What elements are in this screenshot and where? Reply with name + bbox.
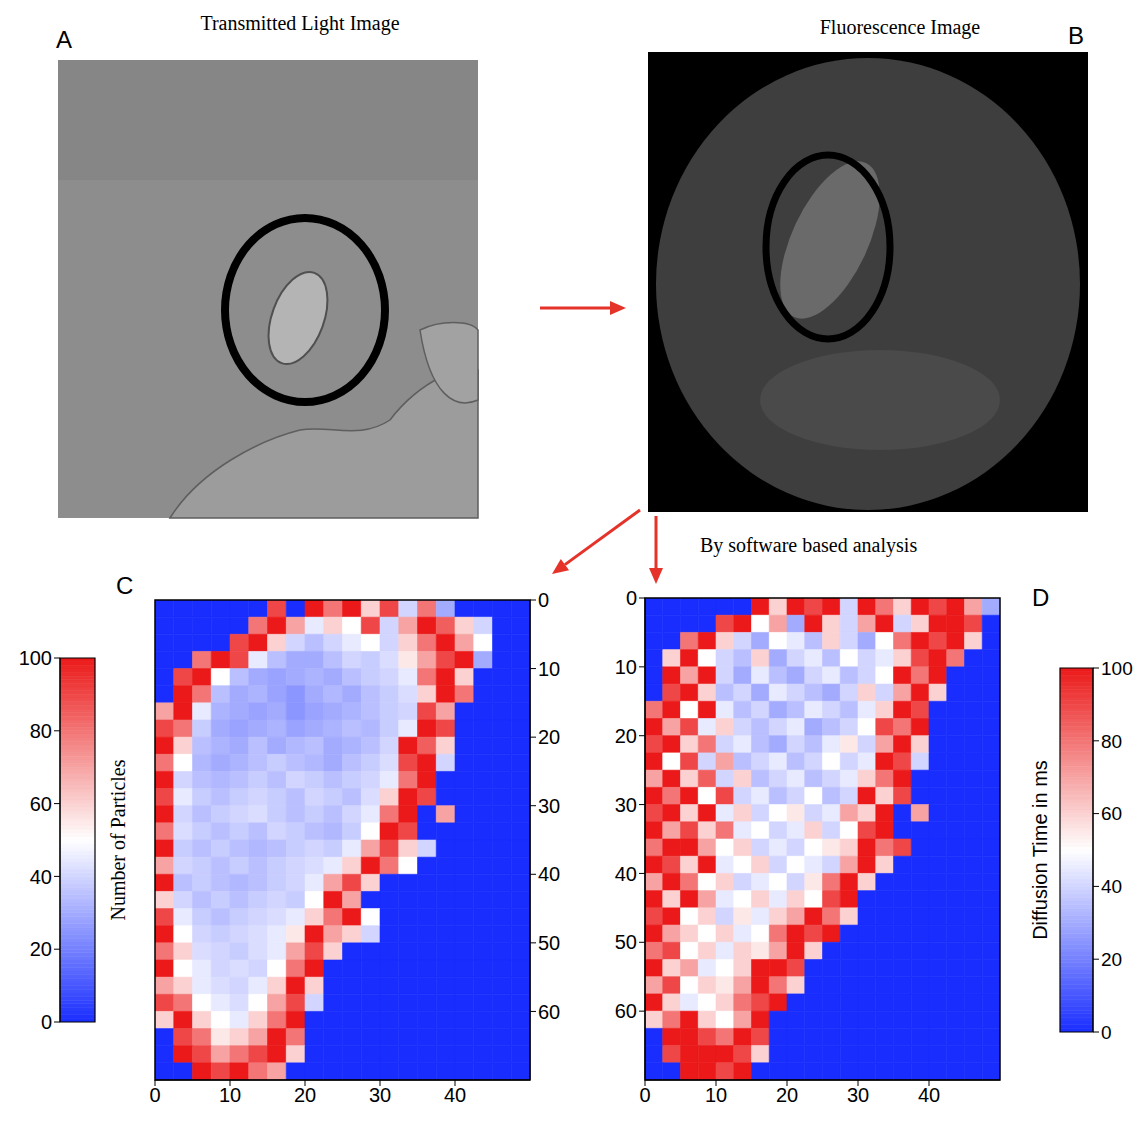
svg-text:60: 60 <box>538 1001 560 1023</box>
svg-text:60: 60 <box>615 1000 637 1022</box>
html-text:C: C <box>116 572 134 599</box>
html-text:Fluorescence Image: Fluorescence Image <box>819 16 981 38</box>
svg-text:20: 20 <box>294 1084 316 1106</box>
svg-text:100: 100 <box>1101 658 1133 679</box>
svg-text:40: 40 <box>918 1084 940 1106</box>
svg-text:20: 20 <box>615 725 637 747</box>
svg-text:30: 30 <box>538 795 560 817</box>
html-text:By software based analysis: By software based analysis <box>700 534 918 556</box>
svg-text:0: 0 <box>150 1084 161 1106</box>
svg-text:20: 20 <box>538 726 560 748</box>
html-text:Number of Particles: Number of Particles <box>106 759 129 921</box>
svg-text:40: 40 <box>1101 876 1122 897</box>
svg-text:80: 80 <box>1101 731 1122 752</box>
svg-text:30: 30 <box>615 794 637 816</box>
html-text:Diffusion Time in ms: Diffusion Time in ms <box>1028 760 1051 940</box>
svg-text:20: 20 <box>30 938 52 960</box>
svg-text:0: 0 <box>41 1011 52 1032</box>
html-text:Transmitted Light Image: Transmitted Light Image <box>200 12 400 34</box>
svg-text:0: 0 <box>1101 1022 1112 1042</box>
svg-text:40: 40 <box>30 866 52 888</box>
svg-text:40: 40 <box>538 863 560 885</box>
svg-text:10: 10 <box>219 1084 241 1106</box>
svg-text:10: 10 <box>538 658 560 680</box>
svg-text:40: 40 <box>615 863 637 885</box>
svg-text:50: 50 <box>615 931 637 953</box>
svg-text:50: 50 <box>538 932 560 954</box>
svg-text:20: 20 <box>776 1084 798 1106</box>
svg-text:40: 40 <box>444 1084 466 1106</box>
svg-text:10: 10 <box>705 1084 727 1106</box>
html-text:A: A <box>56 26 72 53</box>
svg-text:20: 20 <box>1101 949 1122 970</box>
svg-text:80: 80 <box>30 720 52 742</box>
svg-text:30: 30 <box>369 1084 391 1106</box>
html-text:B: B <box>1068 22 1084 49</box>
svg-text:30: 30 <box>847 1084 869 1106</box>
svg-text:0: 0 <box>626 588 637 609</box>
svg-text:100: 100 <box>19 648 52 669</box>
svg-text:0: 0 <box>639 1084 650 1106</box>
svg-text:10: 10 <box>615 656 637 678</box>
html-text:D: D <box>1032 584 1050 611</box>
svg-text:60: 60 <box>1101 803 1122 824</box>
svg-text:0: 0 <box>538 590 549 611</box>
svg-text:60: 60 <box>30 793 52 815</box>
